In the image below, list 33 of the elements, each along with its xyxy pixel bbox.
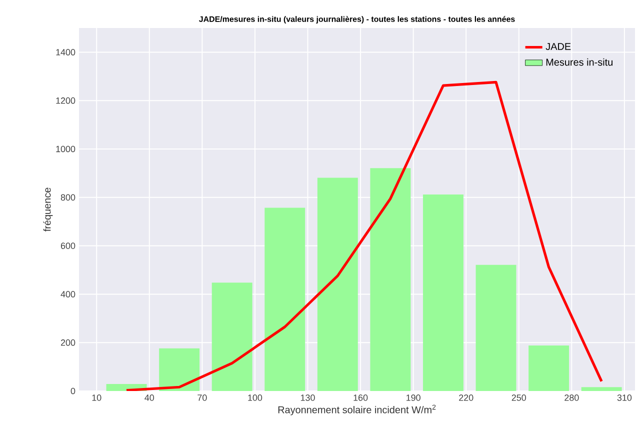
x-tick-label: 250 [512,394,526,401]
x-tick-label: 40 [144,394,154,401]
x-tick-label: 130 [300,394,315,401]
bar [317,178,358,391]
y-tick-label: 800 [60,194,76,201]
y-tick-label: 1000 [56,146,76,152]
y-tick-label: 1200 [56,97,76,104]
x-tick-label: 100 [248,394,262,401]
legend-label: JADE [546,43,571,50]
bar [476,264,516,391]
y-tick-label: 400 [60,291,76,298]
x-tick-label: 310 [617,394,632,401]
y-tick-label: 600 [60,242,76,249]
x-tick-label: 220 [459,394,474,401]
bar [528,346,570,391]
x-tick-label: 70 [198,394,207,401]
bar [264,208,306,391]
x-axis-title: Rayonnement solaire incident W/m$^{2}$ [278,404,436,416]
bar [212,282,252,391]
x-tick-label: 280 [564,394,579,401]
x-tick-label: 10 [92,394,102,401]
x-tick-label: 160 [354,394,368,401]
bar [159,348,200,391]
y-tick-label: 200 [60,339,76,346]
y-tick-label: 0 [70,388,76,394]
legend-label: Mesures in-situ [546,58,612,66]
bar [581,387,622,391]
x-tick-label: 190 [406,394,420,401]
bar [370,168,411,391]
y-axis-title: fréquence [43,188,53,232]
bar [422,194,464,391]
line-series [125,80,603,391]
y-tick-label: 1400 [56,49,76,56]
